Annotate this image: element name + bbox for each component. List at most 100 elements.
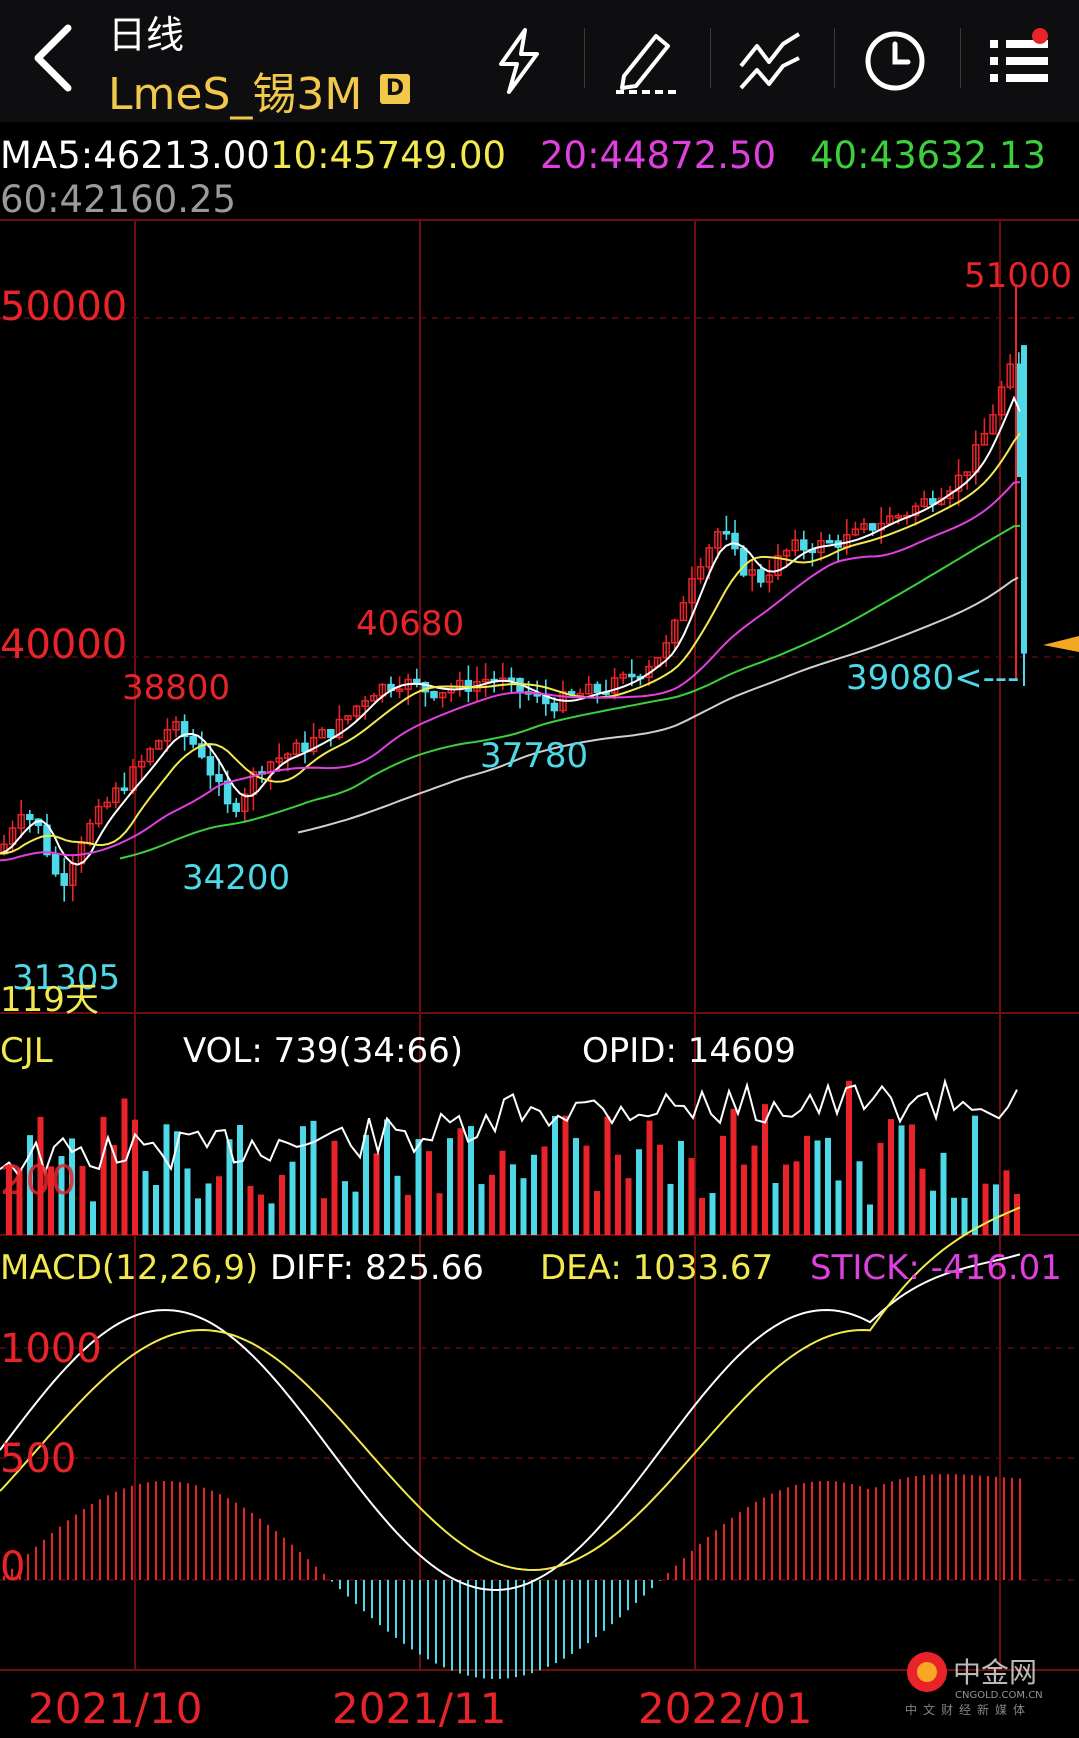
open-interest-value: OPID: 14609 [582,1031,796,1071]
lightning-icon[interactable] [485,26,555,96]
candle-body [619,673,627,679]
volume-bars [6,1080,1020,1235]
candle-body [198,743,206,758]
menu-icon[interactable] [984,26,1054,96]
volume-bar [300,1126,306,1235]
volume-bar [289,1161,296,1235]
volume-bar [615,1154,621,1235]
candle-body [542,693,550,705]
candle-body [335,718,344,739]
volume-bar [163,1124,170,1235]
volume-bar [132,1119,138,1235]
annotation-34200: 34200 [182,858,291,898]
volume-title: CJL [0,1031,53,1071]
candle-body [929,498,937,505]
y-axis-label-40000: 40000 [0,622,128,668]
volume-bar [562,1115,569,1235]
volume-bar [919,1168,926,1235]
clock-icon[interactable] [860,26,930,96]
candle-body [705,547,713,568]
watermark-logo: 中金网 CNGOLD.COM.CN 中文财经新媒体 [905,1648,1065,1718]
candle-body [413,678,421,684]
draw-line-icon[interactable] [735,26,805,96]
candle-body [877,522,885,531]
candle-body [499,677,507,682]
volume-bar [342,1181,348,1235]
volume-bar [1003,1170,1010,1235]
candle-body [791,539,799,552]
volume-bar [79,1166,86,1235]
macd-stick: STICK: -416.01 [810,1248,1062,1288]
candle-body [34,818,43,827]
volume-bar [321,1198,327,1235]
candle-body [370,695,378,702]
candle-body [903,514,911,519]
symbol-title[interactable]: LmeS_锡3M [108,69,363,120]
candle-body [679,601,688,622]
candle-body [0,843,8,855]
candle-body [653,656,662,668]
volume-bar [741,1164,747,1235]
volume-bar [835,1180,842,1235]
candle-body [129,766,137,791]
candle-body [688,578,696,604]
volume-bar [121,1098,128,1235]
volume-bar [478,1184,485,1235]
volume-bar [898,1125,905,1235]
ma10-label: 10:45749.00 [270,134,507,177]
volume-bar [856,1161,863,1235]
candle-body [533,693,541,697]
candle-body [284,753,292,759]
candle-body [576,693,584,697]
candle-body [378,683,387,697]
volume-bar [625,1178,632,1235]
volume-bar [583,1145,590,1235]
candle-body [774,555,782,576]
candle-body [868,523,877,531]
volume-bar [436,1193,443,1235]
y-axis-label-50000: 50000 [0,284,128,330]
candle-body [51,853,60,875]
date-label-2021-10: 2021/10 [28,1684,203,1733]
candle-body [920,498,928,508]
volume-bar [667,1183,674,1235]
volume-bar [111,1145,117,1235]
candle-body [610,677,619,694]
volume-bar [993,1184,999,1235]
macd-axis-label-500: 500 [0,1436,77,1482]
annotation-31305: 31305 [12,958,121,998]
candle-body [26,813,34,821]
candlestick-series [0,284,1027,902]
candle-body [215,774,223,783]
candle-body [387,683,395,692]
volume-bar [520,1178,527,1235]
pencil-icon[interactable] [610,26,680,96]
candle-body [696,566,705,580]
candle-body [327,729,335,739]
volume-bar [814,1140,821,1235]
candle-body [318,729,326,739]
candle-body [937,497,946,505]
chart-grid [0,219,1079,1671]
volume-bar [510,1164,516,1235]
volume-bar [930,1190,936,1235]
volume-bar [646,1120,653,1235]
candle-body [886,515,894,525]
current-price-marker [1043,636,1079,652]
back-arrow-icon[interactable] [28,22,80,94]
annotation-high: 51000 [964,256,1073,296]
macd-axis-label-0: 0 [0,1544,26,1590]
volume-bar [363,1134,369,1235]
volume-bar [468,1126,474,1235]
annotation-last-low: 39080<--- [846,658,1020,698]
candle-body [180,721,189,738]
ma20-label: 20:44872.50 [540,134,777,177]
volume-bar [793,1161,800,1235]
ma5-line [0,395,1021,866]
volume-bar [195,1198,201,1235]
candle-body [17,813,25,829]
volume-bar [982,1183,989,1235]
svg-text:中文财经新媒体: 中文财经新媒体 [905,1702,1031,1717]
ma40-label: 40:43632.13 [810,134,1047,177]
